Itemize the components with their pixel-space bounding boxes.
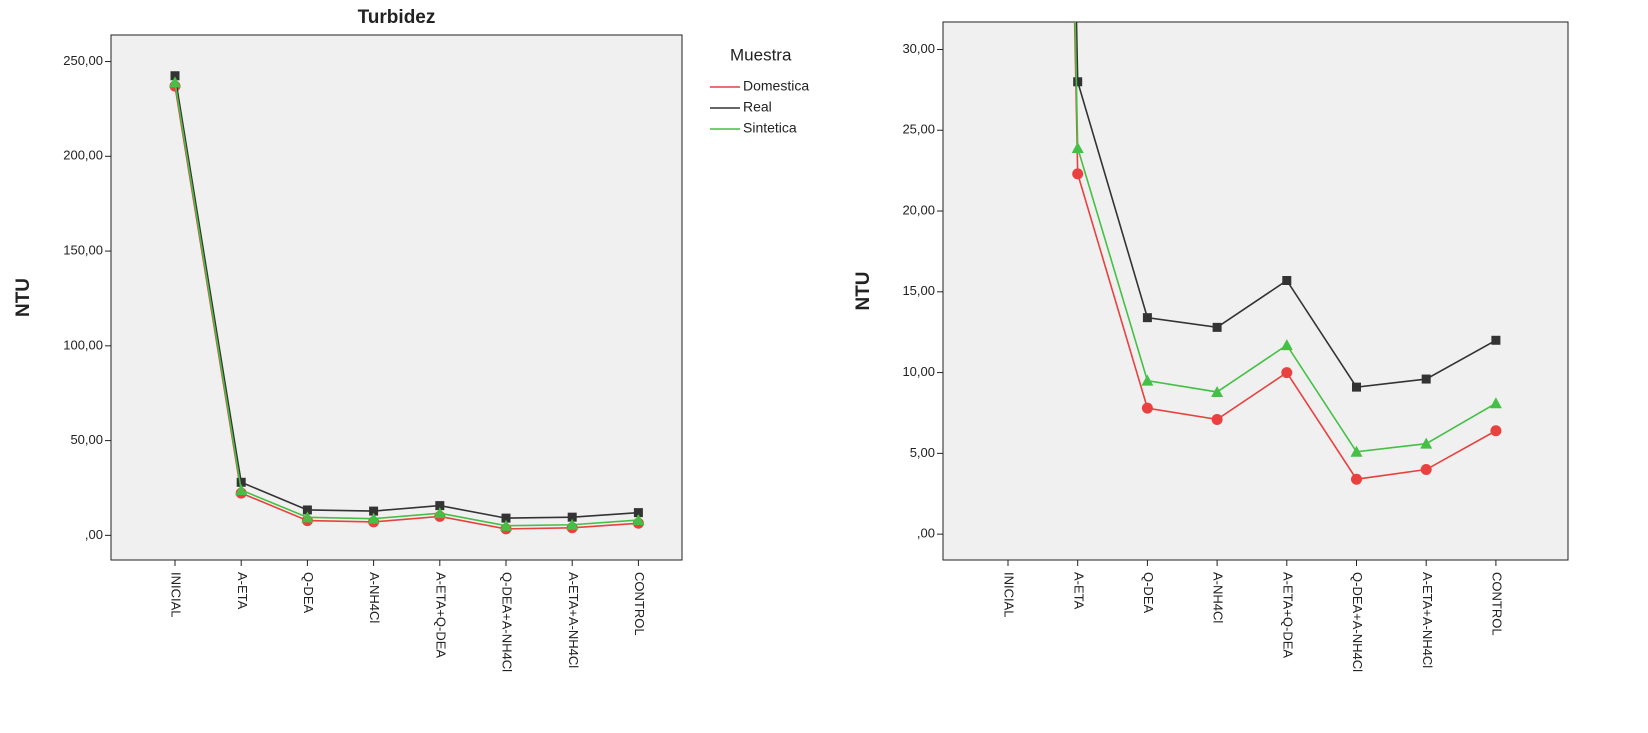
marker xyxy=(566,518,579,530)
y-axis-label: NTU xyxy=(13,278,34,317)
y-tick-label: ,00 xyxy=(85,527,103,542)
marker xyxy=(367,512,380,524)
series-line xyxy=(174,86,639,530)
marker xyxy=(1211,413,1223,425)
y-tick-label: 5,00 xyxy=(910,445,935,460)
marker xyxy=(1141,374,1154,386)
y-tick-label: ,00 xyxy=(917,526,935,541)
y-tick-label: 100,00 xyxy=(63,337,103,352)
y-tick-label: 50,00 xyxy=(70,432,103,447)
marker xyxy=(1071,142,1084,154)
y-tick-label: 30,00 xyxy=(902,41,935,56)
marker xyxy=(433,507,446,519)
marker xyxy=(1490,425,1502,437)
marker xyxy=(1281,367,1293,379)
legend-title: Muestra xyxy=(730,45,792,64)
marker xyxy=(500,519,512,531)
marker xyxy=(1142,313,1152,323)
marker xyxy=(1141,402,1153,414)
y-tick-label: 20,00 xyxy=(902,202,935,217)
series-line xyxy=(1073,22,1497,481)
marker xyxy=(1350,445,1363,457)
plot-area xyxy=(942,21,1569,561)
marker xyxy=(1420,437,1433,449)
y-tick-label: 150,00 xyxy=(63,243,103,258)
x-tick-label: A-ETA+Q-DEA xyxy=(433,572,448,658)
marker xyxy=(1282,275,1292,285)
marker xyxy=(236,477,246,487)
marker xyxy=(632,514,645,526)
series-line xyxy=(1074,22,1497,453)
marker xyxy=(1072,168,1084,180)
y-tick-label: 25,00 xyxy=(902,122,935,137)
legend-label: Sintetica xyxy=(743,120,797,136)
plot-area xyxy=(110,34,683,561)
y-tick-label: 15,00 xyxy=(902,283,935,298)
legend-label: Domestica xyxy=(743,78,809,94)
x-tick-label: A-NH4Cl xyxy=(367,572,382,623)
x-tick-label: A-ETA+A-NH4Cl xyxy=(1420,572,1435,668)
marker xyxy=(435,501,445,511)
x-tick-label: INICIAL xyxy=(169,572,184,618)
x-tick-label: CONTROL xyxy=(1489,572,1504,636)
marker xyxy=(1491,335,1501,345)
marker xyxy=(1352,382,1361,392)
marker xyxy=(1351,473,1362,485)
marker xyxy=(501,513,511,523)
x-tick-label: A-ETA xyxy=(1071,572,1086,610)
series-line xyxy=(1075,22,1497,388)
marker xyxy=(1420,464,1432,476)
marker xyxy=(369,506,379,516)
marker xyxy=(1280,339,1293,351)
marker xyxy=(633,508,643,518)
chart-title: Turbidez xyxy=(358,7,436,28)
y-tick-label: 250,00 xyxy=(63,53,103,68)
y-tick-label: 200,00 xyxy=(63,148,103,163)
plot-layer xyxy=(169,71,645,535)
x-tick-label: Q-DEA xyxy=(1141,572,1156,614)
marker xyxy=(1212,322,1222,332)
x-tick-label: A-NH4Cl xyxy=(1211,572,1226,623)
series-line xyxy=(174,82,639,527)
legend-label: Real xyxy=(743,99,772,115)
marker xyxy=(169,76,181,88)
x-tick-label: Q-DEA xyxy=(301,572,316,614)
marker xyxy=(1421,374,1431,384)
marker xyxy=(567,512,577,522)
y-tick-label: 10,00 xyxy=(902,364,935,379)
series-line xyxy=(174,75,639,519)
x-tick-label: A-ETA+A-NH4Cl xyxy=(566,572,581,668)
marker xyxy=(1073,77,1083,87)
x-tick-label: A-ETA xyxy=(235,572,250,610)
marker xyxy=(1489,397,1502,409)
x-tick-label: Q-DEA+A-NH4Cl xyxy=(500,572,515,672)
marker xyxy=(1211,385,1224,397)
marker xyxy=(302,505,312,515)
x-tick-label: INICIAL xyxy=(1002,572,1017,618)
plot-layer xyxy=(1071,22,1502,485)
y-axis-label: NTU xyxy=(853,271,874,310)
x-tick-label: A-ETA+Q-DEA xyxy=(1280,572,1295,658)
marker xyxy=(301,511,314,523)
marker xyxy=(170,71,180,81)
x-tick-label: Q-DEA+A-NH4Cl xyxy=(1350,572,1365,672)
marker xyxy=(235,484,248,496)
x-tick-label: CONTROL xyxy=(632,572,647,636)
